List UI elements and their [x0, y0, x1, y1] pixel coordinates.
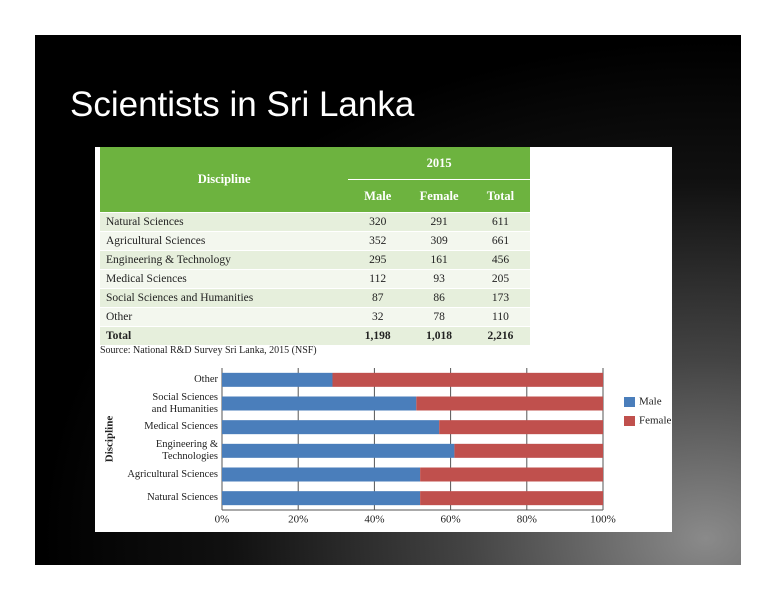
- table-cell: 173: [470, 288, 530, 308]
- slide-title: Scientists in Sri Lanka: [70, 85, 415, 124]
- x-tick-label: 100%: [590, 514, 616, 526]
- category-label-box: Other: [194, 373, 218, 385]
- row-label: Other: [100, 307, 349, 327]
- column-header: Total: [470, 179, 530, 213]
- x-tick-label: 40%: [364, 514, 384, 526]
- table-cell: 309: [407, 231, 471, 251]
- table-row: Agricultural Sciences 352 309 661: [100, 231, 530, 251]
- table-cell: 93: [407, 269, 471, 289]
- table-cell: 295: [348, 250, 408, 270]
- table-cell: 456: [470, 250, 530, 270]
- table-cell: 611: [470, 212, 530, 232]
- category-label-box: Medical Sciences: [144, 421, 218, 433]
- source-note: Source: National R&D Survey Sri Lanka, 2…: [100, 345, 317, 356]
- category-label-box: Engineering & Technologies: [155, 438, 218, 462]
- row-label: Agricultural Sciences: [100, 231, 349, 251]
- table-cell: 87: [348, 288, 408, 308]
- column-header: Female: [407, 179, 471, 213]
- table-cell: 32: [348, 307, 408, 327]
- bar-segment: [222, 467, 421, 482]
- bar-segment: [222, 443, 455, 458]
- category-label-box: Social Sciences and Humanities: [151, 391, 218, 415]
- legend-label: Female: [639, 415, 671, 427]
- table-row: Engineering & Technology 295 161 456: [100, 250, 530, 270]
- bar-segment: [222, 372, 333, 387]
- legend-label: Male: [639, 396, 662, 408]
- y-tick-label: Other: [194, 373, 218, 385]
- column-header: Male: [348, 179, 408, 213]
- legend-swatch: [624, 416, 635, 426]
- table-cell: 110: [470, 307, 530, 327]
- table-cell: 291: [407, 212, 471, 232]
- row-label: Social Sciences and Humanities: [100, 288, 349, 308]
- bar-segment: [420, 467, 603, 482]
- data-table: Discipline 2015 Male Female Total Natura…: [100, 147, 530, 345]
- x-tick-label: 20%: [288, 514, 308, 526]
- bar-segment: [420, 491, 603, 506]
- bar-segment: [454, 443, 603, 458]
- y-axis-title: Discipline: [104, 416, 116, 463]
- table-cell: 161: [407, 250, 471, 270]
- bar-segment: [222, 420, 440, 435]
- column-header: Discipline: [100, 147, 349, 213]
- bar-segment: [222, 396, 417, 411]
- table-row: Medical Sciences 112 93 205: [100, 269, 530, 289]
- table-row: Social Sciences and Humanities 87 86 173: [100, 288, 530, 308]
- table-cell: 1,018: [407, 326, 471, 345]
- row-label: Engineering & Technology: [100, 250, 349, 270]
- x-tick-label: 60%: [441, 514, 461, 526]
- x-tick-label: 80%: [517, 514, 537, 526]
- category-label-box: Natural Sciences: [147, 492, 218, 504]
- column-header: 2015: [348, 147, 530, 180]
- table-body: Natural Sciences 320 291 611 Agricultural Sc…: [100, 212, 530, 345]
- table-cell: 205: [470, 269, 530, 289]
- x-tick-label: 0%: [215, 514, 230, 526]
- table-row: Natural Sciences 320 291 611: [100, 212, 530, 232]
- legend-swatch: [624, 397, 635, 407]
- table-cell: 86: [407, 288, 471, 308]
- table-cell: 2,216: [470, 326, 530, 345]
- bar-segment: [332, 372, 603, 387]
- y-tick-label: Social Sciences and Humanities: [151, 391, 218, 415]
- y-tick-label: Natural Sciences: [147, 492, 218, 504]
- table-cell: 352: [348, 231, 408, 251]
- y-tick-label: Agricultural Sciences: [127, 468, 218, 480]
- table-cell: 1,198: [348, 326, 408, 345]
- bar-segment: [439, 420, 603, 435]
- y-tick-label: Medical Sciences: [144, 421, 218, 433]
- table-cell: 661: [470, 231, 530, 251]
- bar-segment: [222, 491, 421, 506]
- table-cell: 320: [348, 212, 408, 232]
- table-row: Other 32 78 110: [100, 307, 530, 327]
- table-cell: 78: [407, 307, 471, 327]
- bar-segment: [416, 396, 603, 411]
- table-row: Total 1,198 1,018 2,216: [100, 326, 530, 345]
- category-label-box: Agricultural Sciences: [127, 468, 218, 480]
- row-label: Medical Sciences: [100, 269, 349, 289]
- row-label: Total: [100, 326, 349, 345]
- y-tick-label: Engineering & Technologies: [155, 438, 218, 462]
- table-cell: 112: [348, 269, 408, 289]
- row-label: Natural Sciences: [100, 212, 349, 232]
